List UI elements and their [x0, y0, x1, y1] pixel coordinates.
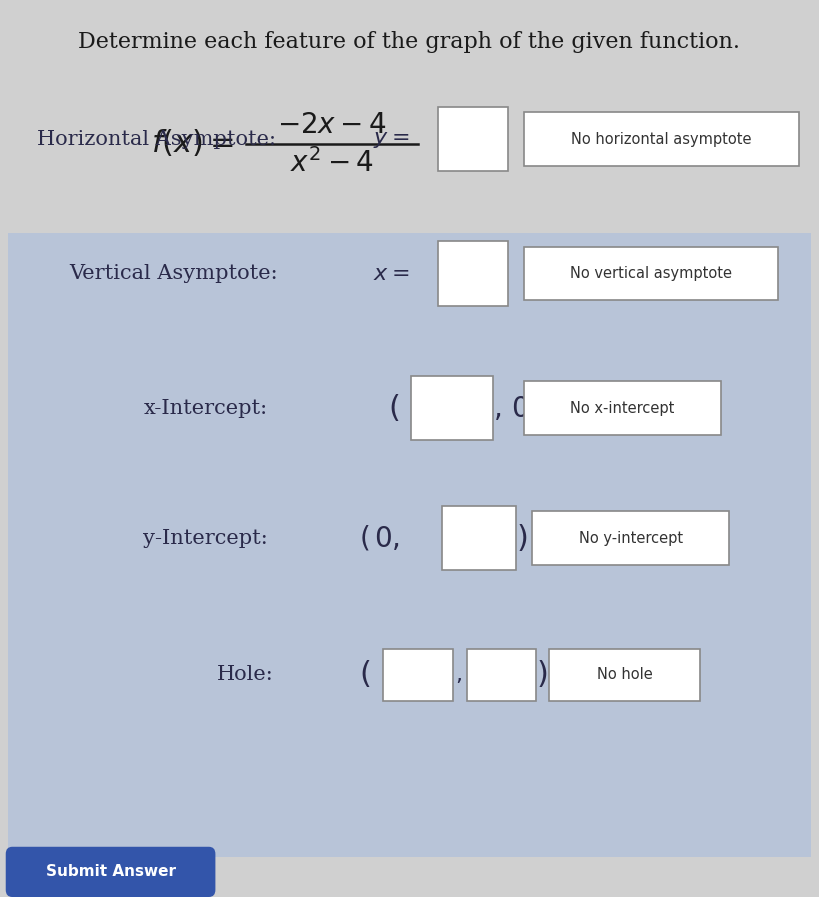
FancyBboxPatch shape [6, 847, 215, 897]
FancyBboxPatch shape [438, 107, 508, 171]
Text: $x =$: $x =$ [373, 263, 410, 284]
Text: No hole: No hole [596, 667, 653, 682]
Text: $)$: $)$ [516, 523, 527, 553]
FancyBboxPatch shape [524, 247, 778, 300]
Text: No horizontal asymptote: No horizontal asymptote [571, 132, 752, 146]
FancyBboxPatch shape [411, 376, 493, 440]
Text: $x^2 - 4$: $x^2 - 4$ [290, 148, 373, 178]
Text: $f(x) =$: $f(x) =$ [151, 128, 233, 159]
Text: $)$: $)$ [536, 659, 548, 690]
Text: Determine each feature of the graph of the given function.: Determine each feature of the graph of t… [79, 31, 740, 54]
FancyBboxPatch shape [8, 233, 811, 857]
Text: Hole:: Hole: [217, 665, 274, 684]
Text: $($: $($ [359, 659, 370, 690]
Text: $-2x - 4$: $-2x - 4$ [277, 112, 387, 139]
Text: No vertical asymptote: No vertical asymptote [570, 266, 732, 281]
FancyBboxPatch shape [383, 649, 453, 701]
Text: $y =$: $y =$ [373, 128, 410, 150]
FancyBboxPatch shape [524, 112, 799, 166]
Text: Submit Answer: Submit Answer [46, 865, 175, 879]
Text: $,$: $,$ [455, 664, 462, 685]
Text: Vertical Asymptote:: Vertical Asymptote: [70, 264, 278, 283]
Text: $($: $($ [388, 393, 400, 423]
FancyBboxPatch shape [549, 649, 700, 701]
Text: No x-intercept: No x-intercept [570, 401, 675, 415]
Text: y-Intercept:: y-Intercept: [143, 528, 268, 548]
Text: No y-intercept: No y-intercept [578, 531, 683, 545]
FancyBboxPatch shape [438, 241, 508, 306]
FancyBboxPatch shape [467, 649, 536, 701]
Text: Horizontal Asymptote:: Horizontal Asymptote: [37, 129, 276, 149]
Text: $,\,0\!)$: $,\,0\!)$ [493, 394, 536, 422]
Text: x-Intercept:: x-Intercept: [143, 398, 268, 418]
FancyBboxPatch shape [524, 381, 721, 435]
Text: $(\,0,$: $(\,0,$ [359, 524, 400, 553]
FancyBboxPatch shape [442, 506, 516, 570]
FancyBboxPatch shape [532, 511, 729, 565]
